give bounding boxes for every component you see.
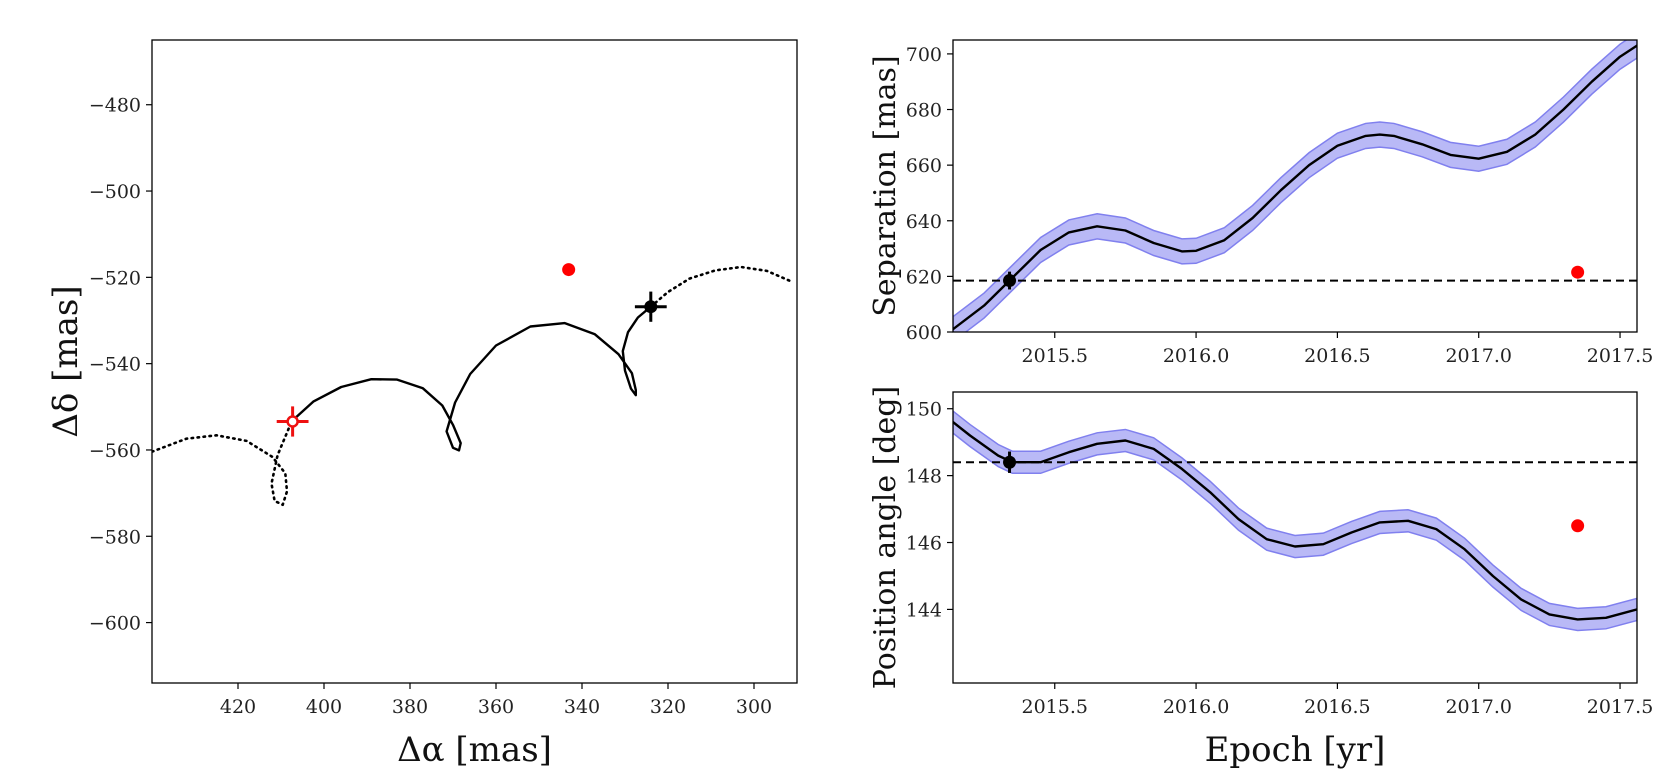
series-line-model	[953, 420, 1637, 621]
x-tick-label: 360	[478, 696, 514, 718]
axes-frame-1	[952, 39, 1638, 333]
uncertainty-band	[953, 40, 1637, 332]
x-tick-label: 380	[392, 696, 428, 718]
series-line-model	[953, 44, 1637, 331]
x-axis-label: Δα [mas]	[397, 730, 552, 770]
y-tick-label: 144	[906, 599, 942, 621]
y-tick-label: −520	[89, 267, 141, 289]
y-tick-label: 600	[906, 322, 942, 344]
x-tick-label: 2015.5	[1022, 345, 1088, 367]
y-tick-label: −600	[89, 613, 141, 635]
x-tick-label: 2017.0	[1445, 345, 1511, 367]
x-tick-label: 2016.5	[1304, 696, 1370, 718]
axes-frame-0	[151, 39, 798, 684]
y-tick-label: −580	[89, 526, 141, 548]
y-tick-label: −560	[89, 440, 141, 462]
x-axis-label: Epoch [yr]	[1205, 730, 1386, 770]
series-line-orbit-solid-	[290, 305, 652, 452]
y-tick-label: 620	[906, 266, 942, 288]
y-tick-label: −540	[89, 354, 141, 376]
x-tick-label: 2015.5	[1022, 696, 1088, 718]
red-open-point	[286, 415, 299, 428]
uncertainty-band	[953, 410, 1637, 632]
y-axis-label: Separation [mas]	[868, 55, 903, 316]
x-tick-label: 300	[736, 696, 772, 718]
red-point	[562, 263, 576, 277]
x-tick-label: 2017.0	[1445, 696, 1511, 718]
x-tick-label: 2017.5	[1587, 345, 1653, 367]
red-point	[1571, 519, 1585, 533]
red-point	[1571, 265, 1585, 279]
x-tick-label: 320	[650, 696, 686, 718]
y-tick-label: −500	[89, 181, 141, 203]
y-tick-label: 148	[906, 466, 942, 488]
x-tick-label: 2016.0	[1163, 696, 1229, 718]
y-axis-label: Δδ [mas]	[46, 285, 86, 437]
x-tick-label: 2016.0	[1163, 345, 1229, 367]
series-line-orbit-dotted-after-	[649, 265, 794, 308]
black-point	[1003, 274, 1017, 288]
y-tick-label: 640	[906, 211, 942, 233]
y-axis-label: Position angle [deg]	[868, 386, 903, 689]
plot-area-0	[152, 263, 794, 507]
y-tick-label: 146	[906, 533, 942, 555]
x-tick-label: 2016.5	[1304, 345, 1370, 367]
x-tick-label: 400	[306, 696, 342, 718]
y-tick-label: 680	[906, 100, 942, 122]
x-tick-label: 420	[220, 696, 256, 718]
x-tick-label: 340	[564, 696, 600, 718]
plot-area-1	[953, 40, 1637, 332]
y-tick-label: −480	[89, 95, 141, 117]
y-tick-label: 660	[906, 155, 942, 177]
black-point	[644, 300, 658, 314]
series-line-orbit-dotted-before-	[152, 419, 294, 507]
x-tick-label: 2017.5	[1587, 696, 1653, 718]
black-point	[1003, 455, 1017, 469]
y-tick-label: 150	[906, 399, 942, 421]
y-tick-label: 700	[906, 44, 942, 66]
axes-frame-2	[952, 391, 1638, 684]
plot-area-2	[953, 410, 1637, 632]
